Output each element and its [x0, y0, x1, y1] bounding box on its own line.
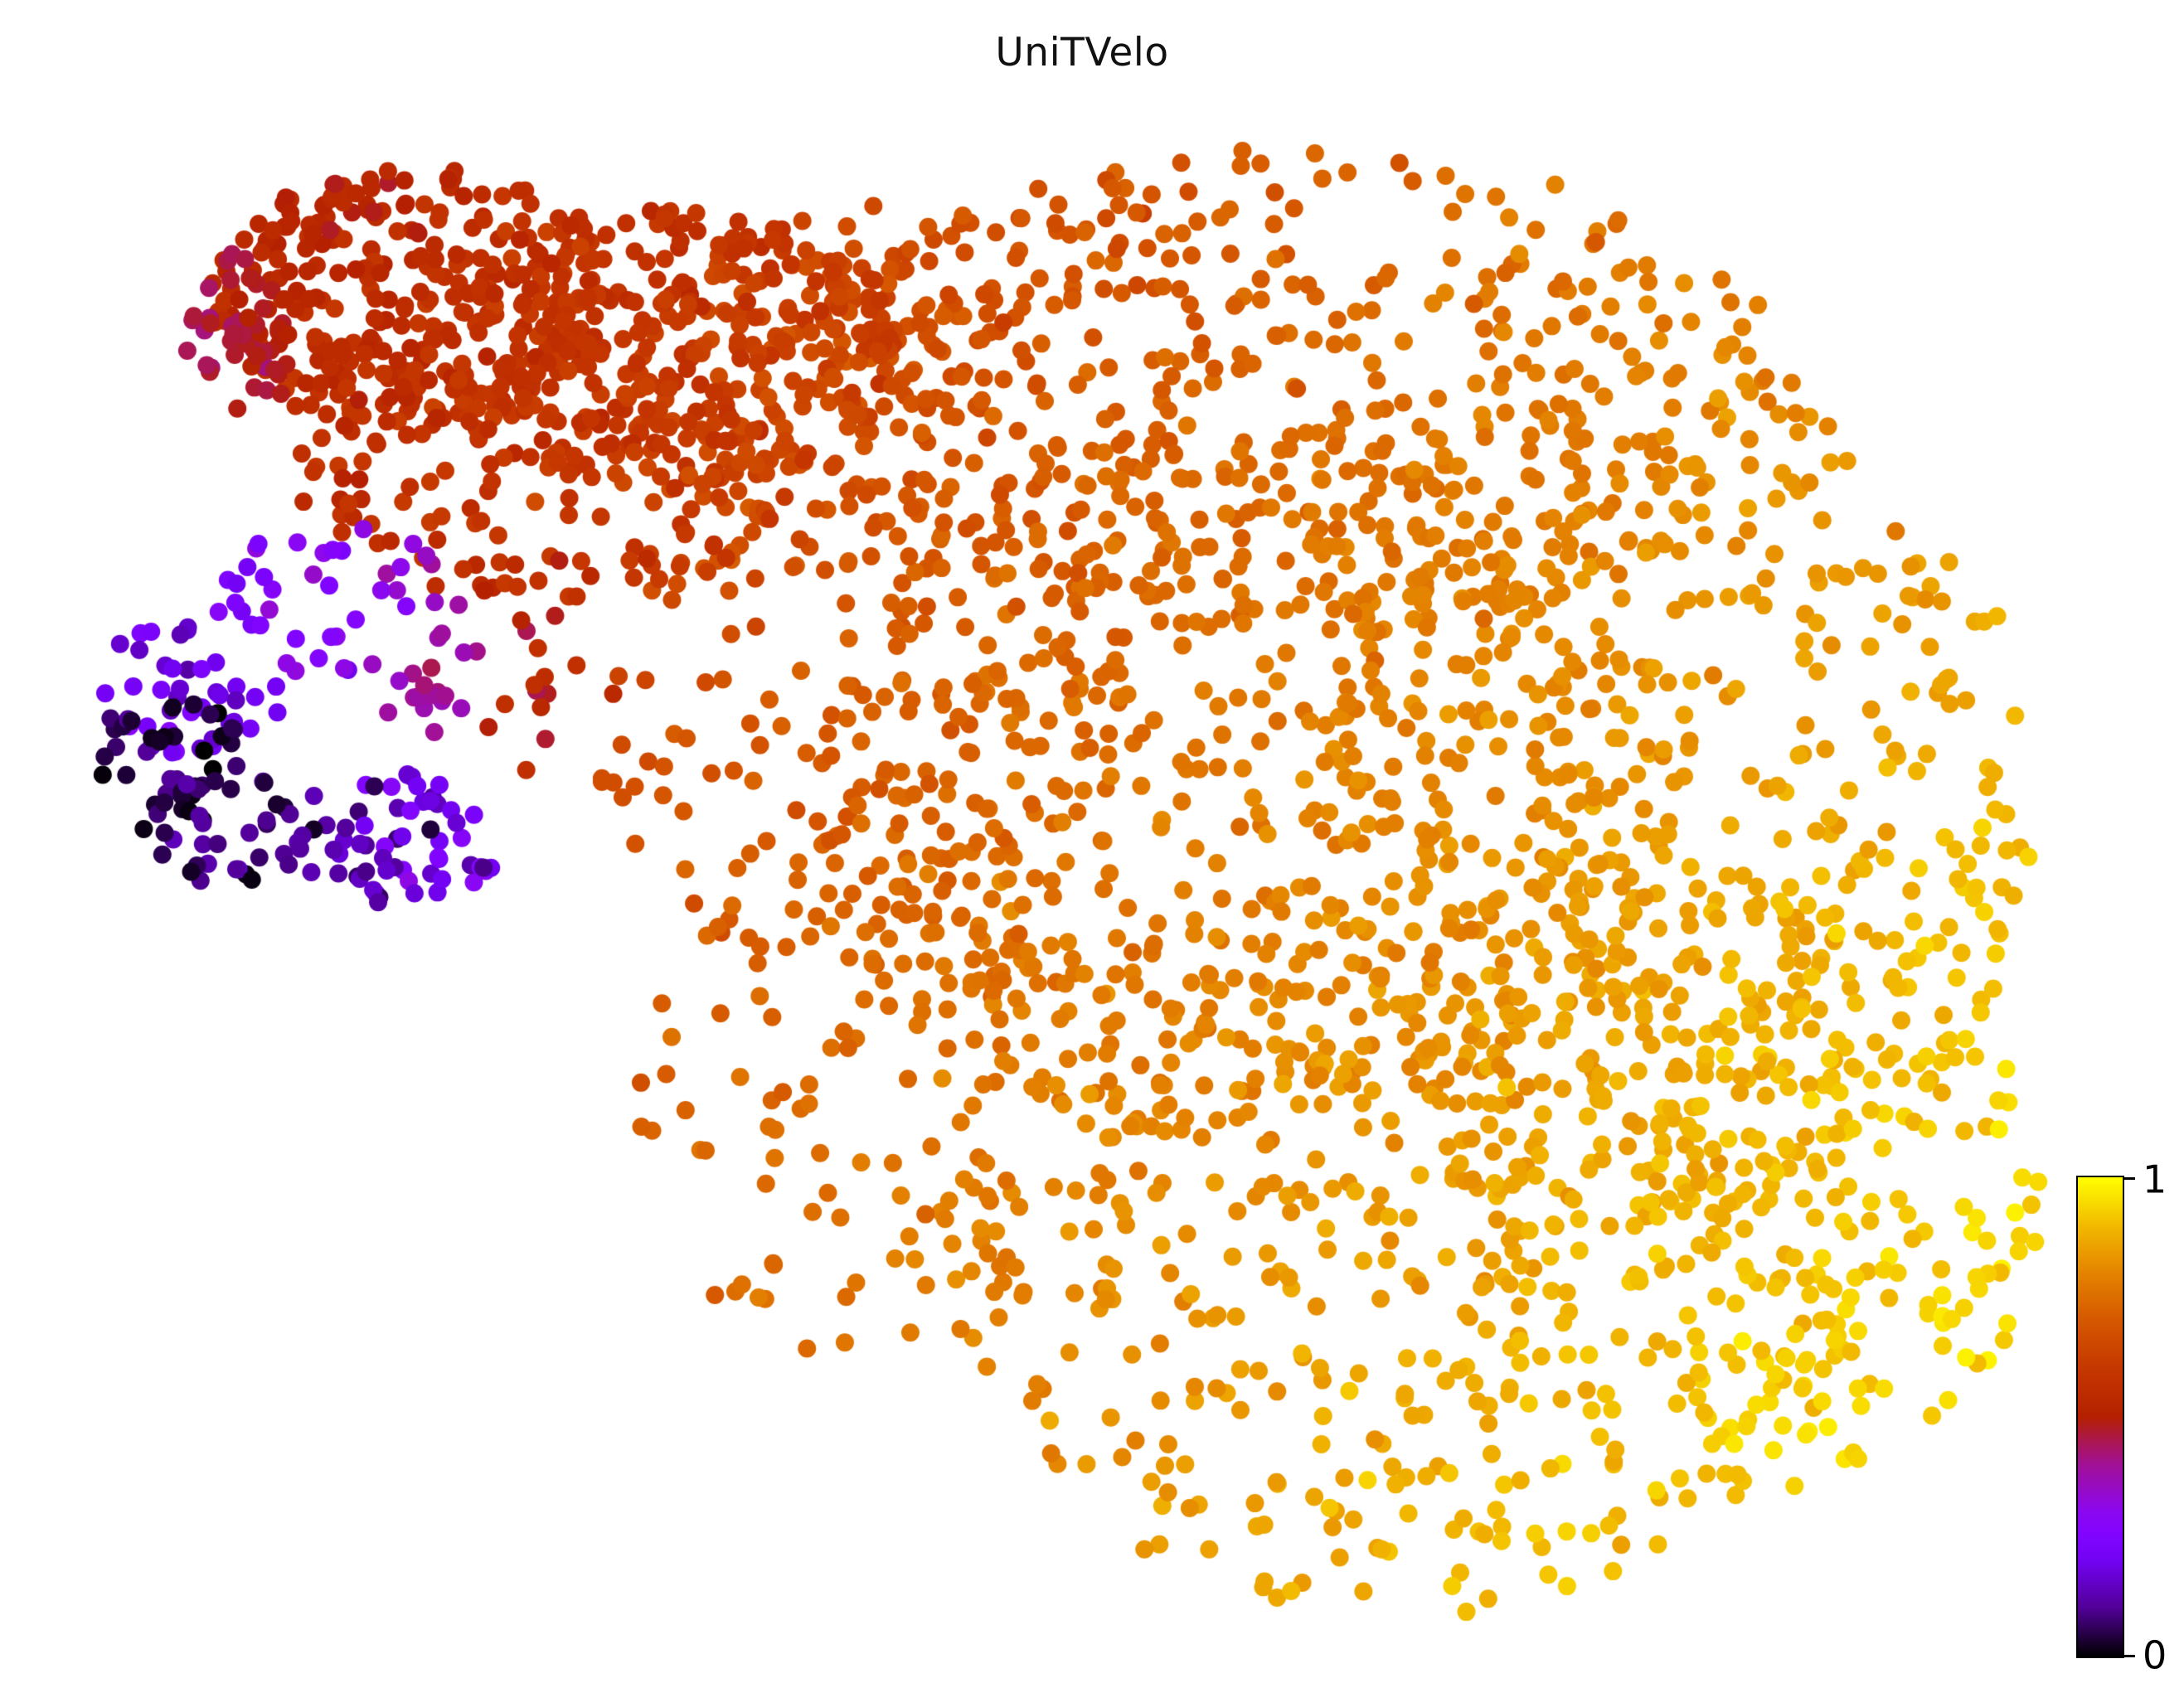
colorbar-min-tick: [2124, 1655, 2135, 1657]
colorbar-max-label: 1: [2143, 1157, 2167, 1202]
colorbar-min-label: 0: [2143, 1632, 2167, 1678]
colorbar-gradient: [2076, 1176, 2124, 1658]
colorbar-max-tick: [2124, 1177, 2135, 1180]
